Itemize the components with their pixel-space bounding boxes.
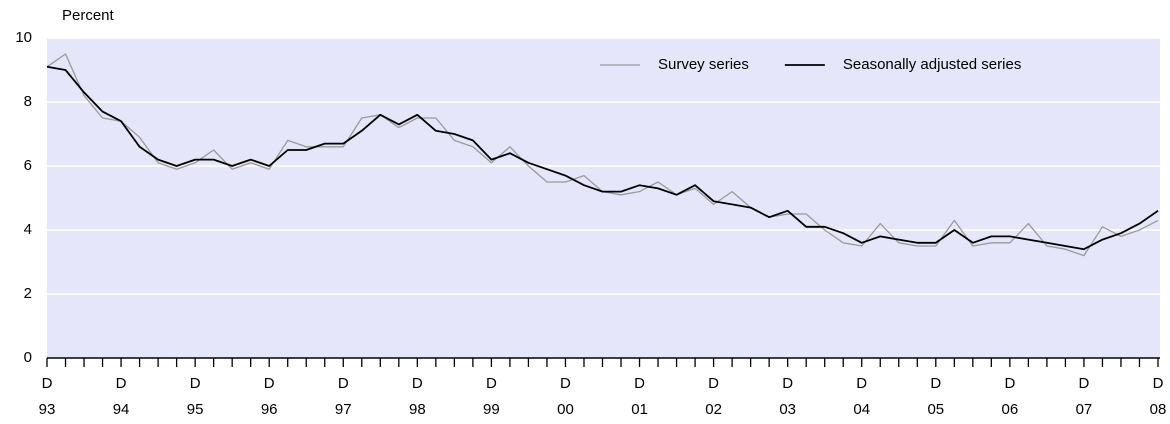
- x-tick-label: D 98: [409, 375, 426, 418]
- y-tick-label: 0: [24, 349, 32, 366]
- legend-label: Seasonally adjusted series: [843, 56, 1021, 73]
- x-tick-label: D 97: [335, 375, 352, 418]
- plot-background: [47, 38, 1160, 358]
- x-tick-label: D 08: [1150, 375, 1167, 418]
- y-tick-label: 2: [24, 285, 32, 302]
- x-tick-label: D 94: [113, 375, 130, 418]
- x-tick-label: D 93: [39, 375, 56, 418]
- y-tick-label: 10: [15, 29, 32, 46]
- y-tick-label: 6: [24, 157, 32, 174]
- x-tick-label: D 04: [853, 375, 870, 418]
- data-line: [46, 65, 1159, 251]
- y-tick-label: 4: [24, 221, 32, 238]
- x-tick-label: D 03: [779, 375, 796, 418]
- legend-label: Survey series: [658, 56, 749, 73]
- x-tick-label: D 06: [1002, 375, 1019, 418]
- x-tick-label: D 02: [705, 375, 722, 418]
- x-tick-label: D 99: [483, 375, 500, 418]
- x-tick-label: D 00: [557, 375, 574, 418]
- x-tick-label: D 07: [1076, 375, 1093, 418]
- x-tick-label: D 95: [187, 375, 204, 418]
- x-tick-label: D 01: [631, 375, 648, 418]
- x-tick-label: D 96: [261, 375, 278, 418]
- y-tick-label: 8: [24, 93, 32, 110]
- y-axis-label: Percent: [62, 7, 115, 24]
- x-tick-label: D 05: [927, 375, 944, 418]
